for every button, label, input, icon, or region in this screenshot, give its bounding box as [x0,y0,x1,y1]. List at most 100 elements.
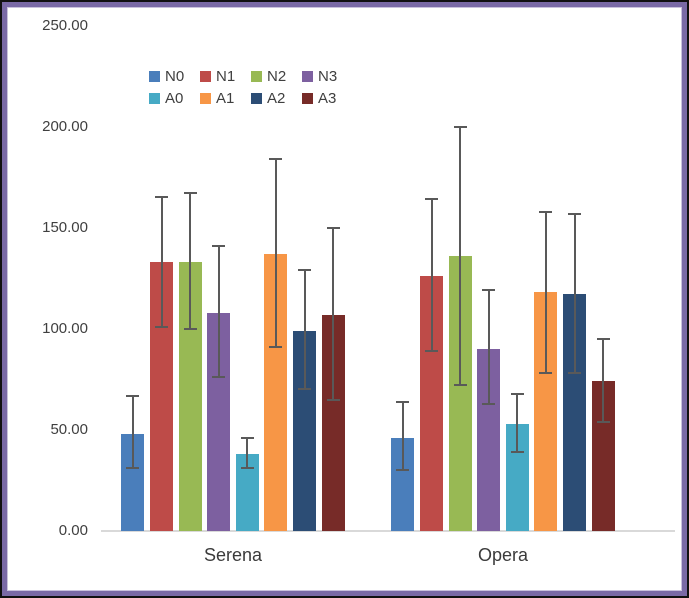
y-tick-label: 250.00 [42,16,88,34]
legend-swatch-n1 [200,70,211,82]
error-bar-cap-top [326,226,340,229]
error-bar-cap-bottom [425,350,438,353]
bar-opera-n0 [391,437,415,531]
legend-label: N2 [267,67,287,85]
error-bar-cap-top [212,244,226,247]
legend-swatch-n2 [251,70,262,82]
y-tick-label: 200.00 [42,117,88,135]
error-bar-cap-bottom [453,384,467,387]
category-label-opera: Opera [477,545,529,565]
error-bar-cap-bottom [298,388,311,391]
bar-serena-a3 [321,314,345,531]
legend-label: N3 [318,67,338,85]
legend-entry-a3: A3 [302,91,353,106]
legend-label: A1 [216,89,235,107]
error-bar-cap-bottom [482,402,496,405]
bar-opera-n1 [420,276,443,531]
error-bar-line [246,437,249,469]
legend-swatch-n3 [302,70,313,82]
error-bar-cap-top [155,196,168,199]
error-bar-cap-bottom [269,345,283,348]
error-bar-cap-bottom [396,469,410,472]
error-bar-cap-top [298,269,311,272]
legend-entry-n0: N0 [149,69,200,84]
bar-opera-a0 [505,423,529,531]
error-bar-cap-bottom [568,372,581,375]
legend-entry-a2: A2 [251,91,302,106]
bar-chart: 250.00 200.00 150.00 100.00 50.00 0.00 N0 N1 N2… [8,8,681,590]
bar-opera-a1 [534,292,558,531]
error-bar-line [602,338,605,422]
error-bar-line [189,193,192,329]
error-bar-line [573,213,576,374]
error-bar-line [516,393,519,453]
y-tick-label: 50.00 [50,420,88,438]
legend-row: A0 A1 A2 A3 [149,87,353,109]
error-bar-cap-top [596,337,610,340]
error-bar-line [430,199,433,352]
legend-swatch-a3 [302,92,313,104]
legend-label: A3 [318,89,337,107]
error-bar-cap-bottom [126,467,140,470]
error-bar-cap-top [425,198,438,201]
error-bar-line [459,126,462,386]
legend-label: N1 [216,67,236,85]
legend-entry-a0: A0 [149,91,200,106]
y-tick-label: 0.00 [58,522,88,539]
error-bar-cap-top [482,289,496,292]
error-bar-line [332,227,335,400]
error-bar-cap-bottom [155,325,168,328]
legend: N0 N1 N2 N3 A0 A1 A2 A3 [149,65,353,109]
bar-opera-n2 [448,256,472,531]
error-bar-cap-top [568,212,581,215]
bar-serena-n1 [150,262,173,531]
error-bar-cap-bottom [326,398,340,401]
inner-highlight-border: 250.00 200.00 150.00 100.00 50.00 0.00 N0 N1 N2… [7,7,682,591]
bar-opera-n3 [477,349,501,531]
error-bar-line [274,158,277,347]
error-bar-line [544,211,547,374]
bar-serena-a1 [264,253,288,531]
error-bar-cap-top [269,157,283,160]
category-label-serena: Serena [203,545,263,565]
legend-row: N0 N1 N2 N3 [149,65,353,87]
bar-serena-n3 [207,312,231,531]
legend-swatch-a1 [200,92,211,104]
error-bar-cap-bottom [240,467,254,470]
x-axis-line [101,530,675,532]
legend-entry-n1: N1 [200,69,251,84]
error-bar-cap-bottom [510,451,524,454]
error-bar-cap-top [539,210,553,213]
bar-opera-a2 [563,294,586,531]
legend-label: A2 [267,89,286,107]
error-bar-line [487,290,490,404]
y-tick-label: 150.00 [42,218,88,236]
legend-label: N0 [165,67,185,85]
error-bar-cap-top [126,394,140,397]
error-bar-line [160,197,163,327]
y-tick-label: 100.00 [42,319,88,337]
legend-entry-n2: N2 [251,69,302,84]
error-bar-line [217,245,220,378]
error-bar-line [303,270,306,390]
error-bar-cap-bottom [212,376,226,379]
error-bar-cap-bottom [183,327,197,330]
error-bar-cap-top [510,392,524,395]
error-bar-cap-top [396,400,410,403]
bar-serena-a0 [235,454,259,531]
error-bar-cap-bottom [539,372,553,375]
legend-label: A0 [165,89,184,107]
error-bar-cap-top [453,125,467,128]
bar-serena-a2 [293,330,316,531]
legend-swatch-n0 [149,70,160,82]
bar-opera-a3 [591,381,615,531]
bar-serena-n0 [121,433,145,531]
error-bar-line [131,395,134,469]
error-bar-cap-top [183,192,197,195]
error-bar-cap-bottom [596,420,610,423]
legend-entry-n3: N3 [302,69,353,84]
legend-swatch-a0 [149,92,160,104]
error-bar-line [401,401,404,471]
